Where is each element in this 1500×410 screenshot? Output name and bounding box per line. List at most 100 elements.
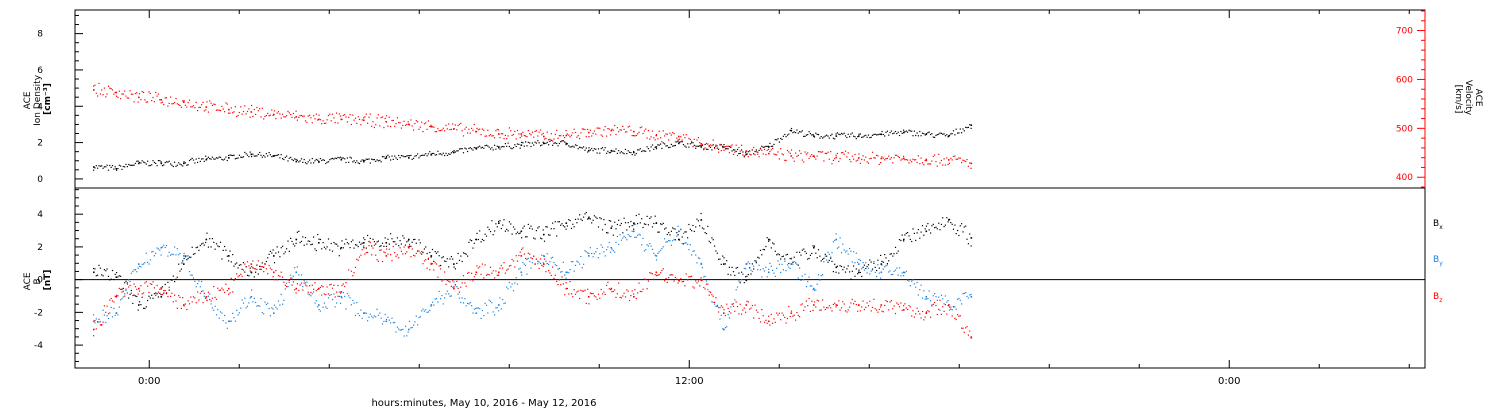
data-point xyxy=(198,280,200,282)
data-point xyxy=(170,254,172,256)
data-point xyxy=(479,230,481,232)
data-point xyxy=(210,246,212,248)
data-point xyxy=(484,233,486,235)
data-point xyxy=(132,93,134,95)
data-point xyxy=(494,277,496,279)
data-point xyxy=(404,253,407,255)
data-point xyxy=(622,295,624,297)
data-point xyxy=(163,244,165,246)
data-point xyxy=(322,120,324,122)
data-point xyxy=(475,312,478,314)
data-point xyxy=(400,250,402,252)
data-point xyxy=(839,237,841,239)
data-point xyxy=(828,158,830,160)
data-point xyxy=(959,225,961,227)
data-point xyxy=(905,270,907,272)
data-point xyxy=(525,257,527,260)
data-point xyxy=(970,293,972,295)
data-point xyxy=(174,101,176,104)
data-point xyxy=(159,99,161,101)
data-point xyxy=(666,133,668,135)
data-point xyxy=(183,100,185,102)
data-point xyxy=(970,127,972,129)
data-point xyxy=(890,300,892,302)
data-point xyxy=(224,158,226,160)
data-point xyxy=(222,249,224,251)
data-point xyxy=(295,110,297,112)
data-point xyxy=(338,295,340,297)
data-point xyxy=(645,249,647,251)
data-point xyxy=(722,255,724,257)
data-point xyxy=(115,168,118,170)
data-point xyxy=(773,153,775,155)
data-point xyxy=(403,156,405,158)
data-point xyxy=(655,146,658,148)
data-point xyxy=(273,255,275,257)
data-point xyxy=(541,264,543,266)
data-point xyxy=(867,134,870,136)
data-point xyxy=(885,257,887,259)
data-point xyxy=(273,262,276,264)
data-point xyxy=(143,161,145,163)
data-point xyxy=(205,241,207,244)
data-point xyxy=(723,257,725,259)
data-point xyxy=(788,133,790,135)
data-point xyxy=(344,158,346,160)
data-point xyxy=(790,155,793,157)
data-point xyxy=(467,150,469,153)
data-point xyxy=(184,104,186,106)
data-point xyxy=(916,161,918,164)
data-point xyxy=(633,293,635,295)
data-point xyxy=(792,157,794,159)
data-point xyxy=(241,275,243,277)
data-point xyxy=(801,275,803,277)
data-point xyxy=(731,266,733,268)
data-point xyxy=(925,296,928,298)
data-point xyxy=(450,256,452,258)
data-point xyxy=(757,269,759,271)
data-point xyxy=(364,159,366,161)
data-point xyxy=(392,245,394,248)
data-point xyxy=(411,125,413,127)
data-point xyxy=(168,289,170,291)
data-point xyxy=(715,250,717,252)
data-point xyxy=(768,320,770,323)
data-point xyxy=(932,303,934,305)
data-point xyxy=(161,286,164,288)
data-point xyxy=(331,157,334,159)
data-point xyxy=(838,160,840,162)
bottom-ylabel-line2: B xyxy=(33,278,43,284)
data-point xyxy=(792,263,794,265)
data-point xyxy=(692,224,694,227)
data-point xyxy=(905,159,907,161)
data-point xyxy=(171,103,173,105)
data-point xyxy=(147,285,149,287)
data-point xyxy=(448,123,450,125)
data-point xyxy=(390,322,392,324)
data-point xyxy=(143,307,145,309)
data-point xyxy=(739,282,741,284)
data-point xyxy=(403,246,405,248)
data-point xyxy=(214,103,216,106)
data-point xyxy=(118,287,120,289)
data-point xyxy=(138,93,141,95)
data-point xyxy=(238,312,240,314)
data-point xyxy=(507,268,509,270)
data-point xyxy=(129,293,131,295)
data-point xyxy=(583,128,585,130)
data-point xyxy=(938,308,940,310)
data-point xyxy=(816,257,818,259)
data-point xyxy=(920,231,922,233)
data-point xyxy=(287,240,289,242)
data-point xyxy=(731,144,733,146)
data-point xyxy=(415,155,417,157)
data-point xyxy=(847,253,849,255)
data-point xyxy=(331,250,334,252)
data-point xyxy=(638,213,640,215)
data-point xyxy=(788,151,790,153)
x-axis-ticks: 0:00 12:00 0:00 xyxy=(138,376,1240,387)
data-point xyxy=(533,136,535,138)
data-point xyxy=(758,317,760,319)
data-point xyxy=(508,127,510,129)
data-point xyxy=(311,122,313,124)
